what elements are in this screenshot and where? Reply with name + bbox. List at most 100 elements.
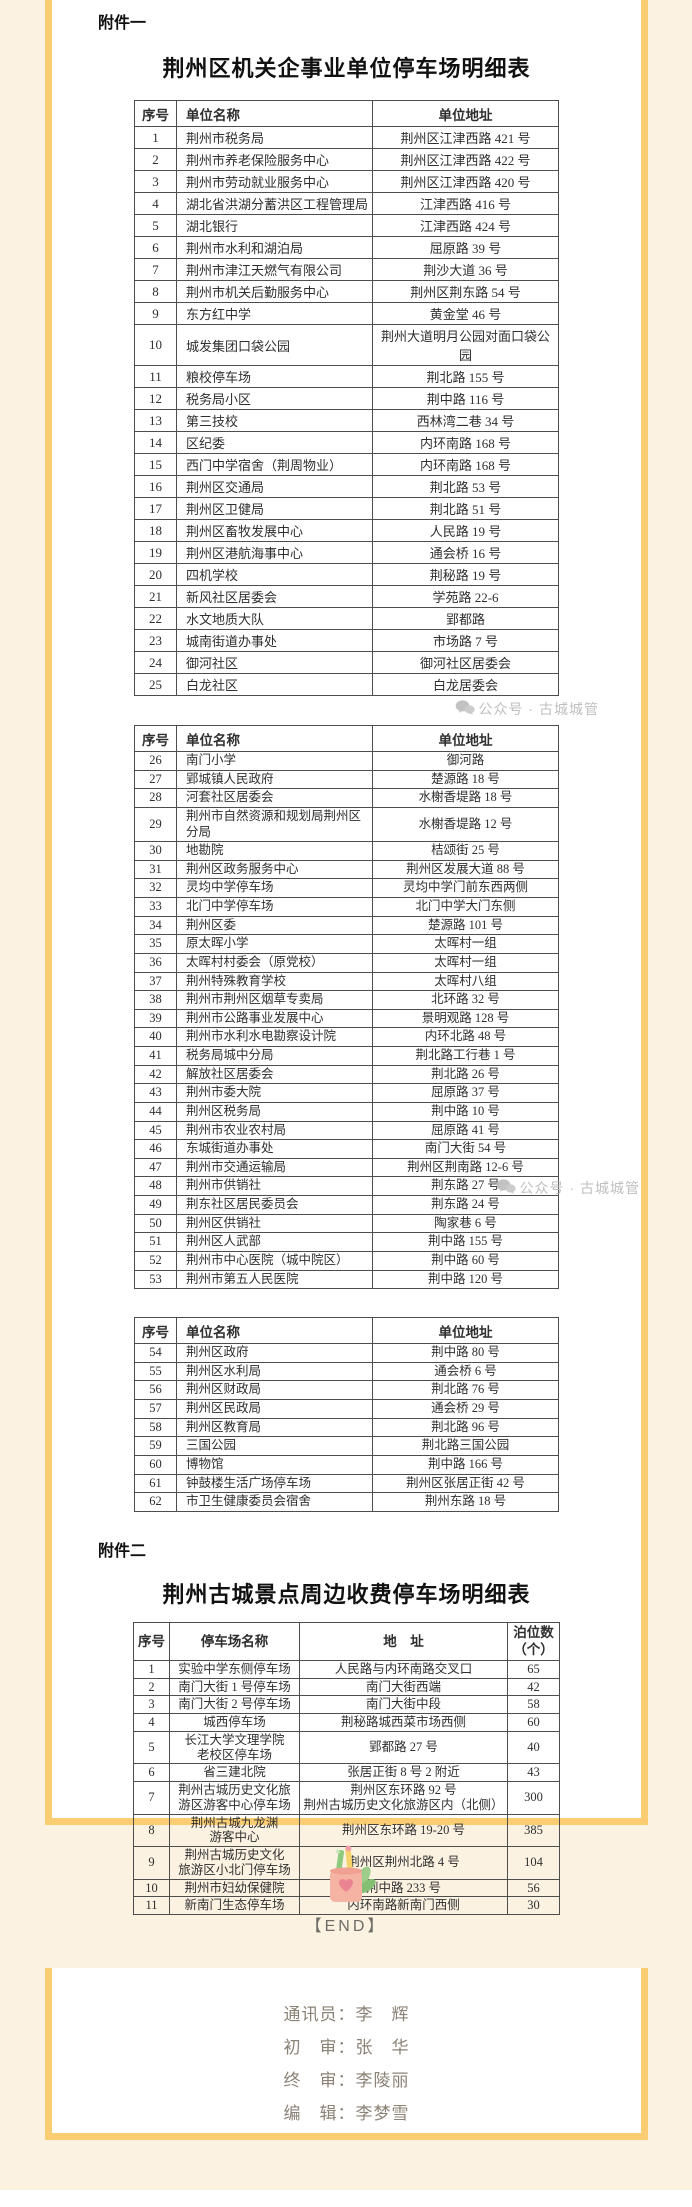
table-cell: 30 bbox=[134, 841, 177, 861]
table-row: 47 荆州市交通运输局 荆州区荆南路 12-6 号 bbox=[134, 1157, 559, 1178]
table-cell: 荆州市公路事业发展中心 bbox=[176, 1008, 373, 1029]
table-cell: 32 bbox=[134, 878, 177, 898]
table-cell: 44 bbox=[134, 1101, 177, 1122]
table-cell: 59 bbox=[134, 1436, 177, 1456]
table-cell: 5 bbox=[134, 214, 177, 237]
column-header: 序号 bbox=[134, 100, 177, 127]
header-row: 序号 停车场名称地 址泊位数 （个） bbox=[133, 1621, 560, 1661]
table-cell: 荆中路 120 号 bbox=[372, 1269, 559, 1290]
table-row: 29 荆州市自然资源和规划局荆州区分局 水榭香堤路 12 号 bbox=[134, 806, 559, 843]
table-cell: 白龙居委会 bbox=[372, 673, 559, 696]
table-row: 54 荆州区政府 荆中路 80 号 bbox=[134, 1343, 559, 1363]
table-cell: 荆州市津江天燃气有限公司 bbox=[176, 258, 373, 281]
table-cell: 荆州市机关后勤服务中心 bbox=[176, 280, 373, 303]
table-cell: 东方红中学 bbox=[176, 302, 373, 325]
table-cell: 太晖村一组 bbox=[372, 952, 559, 973]
table-cell: 人民路 19 号 bbox=[372, 519, 559, 542]
table-cell: 10 bbox=[134, 324, 177, 366]
table-cell: 江津西路 424 号 bbox=[372, 214, 559, 237]
table-cell: 荆州市自然资源和规划局荆州区分局 bbox=[176, 806, 373, 843]
table-cell: 28 bbox=[134, 788, 177, 808]
table-row: 30 地勘院 桔颂街 25 号 bbox=[134, 841, 559, 861]
table-cell: 16 bbox=[134, 475, 177, 498]
table-row: 17 荆州区卫健局 荆北路 51 号 bbox=[134, 497, 559, 520]
table-cell: 3 bbox=[133, 1695, 170, 1715]
table-cell: 荆北路工行巷 1 号 bbox=[372, 1046, 559, 1066]
table-cell: 54 bbox=[134, 1343, 177, 1363]
table-cell: 荆州市水利水电勘察设计院 bbox=[176, 1027, 373, 1047]
table-cell: 荆州区东环路 19-20 号 bbox=[299, 1813, 508, 1848]
table-cell: 荆州区交通局 bbox=[176, 475, 373, 498]
table-row: 2 南门大街 1 号停车场 南门大街西端 42 bbox=[133, 1677, 560, 1697]
table-row: 59 三国公园 荆北路三国公园 bbox=[134, 1436, 559, 1456]
table-cell: 15 bbox=[134, 453, 177, 476]
table-row: 8 荆州市机关后勤服务中心 荆州区荆东路 54 号 bbox=[134, 280, 559, 303]
table-row: 39 荆州市公路事业发展中心 景明观路 128 号 bbox=[134, 1008, 559, 1029]
table-cell: 荆北路 53 号 bbox=[372, 475, 559, 498]
table-cell: 荆州古城历史文化旅 游区游客中心停车场 bbox=[169, 1781, 300, 1815]
table-row: 5 长江大学文理学院 老校区停车场 郢都路 27 号 40 bbox=[133, 1730, 560, 1765]
table-cell: 荆东路 24 号 bbox=[372, 1195, 559, 1215]
table-cell: 9 bbox=[134, 302, 177, 325]
table-cell: 第三技校 bbox=[176, 409, 373, 432]
table-cell: 300 bbox=[507, 1781, 560, 1815]
table-cell: 43 bbox=[507, 1763, 560, 1783]
table-row: 22 水文地质大队 郢都路 bbox=[134, 607, 559, 630]
header-row: 序号 单位名称 单位地址 bbox=[134, 725, 559, 752]
table-cell: 南门大街 54 号 bbox=[372, 1139, 559, 1159]
table-row: 43 荆州市委大院 屈原路 37 号 bbox=[134, 1083, 559, 1103]
table-row: 13 第三技校 西林湾二巷 34 号 bbox=[134, 409, 559, 432]
table-cell: 荆州区供销社 bbox=[176, 1213, 373, 1234]
table-row: 9 荆州古城历史文化 旅游区小北门停车场 荆州区荆州北路 4 号 104 bbox=[133, 1846, 560, 1880]
credits-block: 通讯员：李 辉 初 审：张 华 终 审：李陵丽 编 辑：李梦雪 bbox=[52, 1998, 641, 2130]
table-cell: 58 bbox=[134, 1417, 177, 1438]
table-cell: 税务局城中分局 bbox=[176, 1046, 373, 1066]
table-cell: 33 bbox=[134, 897, 177, 917]
table-row: 41 税务局城中分局 荆北路工行巷 1 号 bbox=[134, 1046, 559, 1066]
table-cell: 荆州区江津西路 421 号 bbox=[372, 126, 559, 149]
table-cell: 荆北路 76 号 bbox=[372, 1380, 559, 1400]
table-cell: 11 bbox=[133, 1896, 170, 1916]
table-row: 10 城发集团口袋公园 荆州大道明月公园对面口袋公园 bbox=[134, 324, 559, 366]
table-cell: 18 bbox=[134, 519, 177, 542]
table-cell: 荆中路 116 号 bbox=[372, 387, 559, 410]
table-cell: 实验中学东侧停车场 bbox=[169, 1659, 300, 1679]
table-row: 58 荆州区教育局 荆北路 96 号 bbox=[134, 1417, 559, 1438]
table-cell: 湖北省洪湖分蓄洪区工程管理局 bbox=[176, 192, 373, 215]
table-cell: 1 bbox=[134, 126, 177, 149]
table-cell: 荆州区港航海事中心 bbox=[176, 541, 373, 564]
watermark-text: 公众号 · 古城城管 bbox=[519, 1180, 640, 1196]
table-cell: 48 bbox=[134, 1176, 177, 1196]
table-cell: 省三建北院 bbox=[169, 1763, 300, 1783]
table-row: 27 郢城镇人民政府 楚源路 18 号 bbox=[134, 769, 559, 790]
table-cell: 37 bbox=[134, 971, 177, 992]
table-cell: 人民路与内环南路交叉口 bbox=[299, 1659, 508, 1679]
table-row: 5 湖北银行 江津西路 424 号 bbox=[134, 214, 559, 237]
table-cell: 60 bbox=[507, 1713, 560, 1732]
column-header: 地 址 bbox=[299, 1621, 508, 1661]
table-cell: 北门中学大门东侧 bbox=[372, 897, 559, 917]
table-cell: 荆州区民政局 bbox=[176, 1399, 373, 1419]
table-cell: 19 bbox=[134, 541, 177, 564]
table-cell: 43 bbox=[134, 1083, 177, 1103]
table-row: 4 城西停车场 荆秘路城西菜市场西侧 60 bbox=[133, 1713, 560, 1732]
table-cell: 52 bbox=[134, 1250, 177, 1271]
table-row: 11 新南门生态停车场 内环南路新南门西侧 30 bbox=[133, 1896, 560, 1916]
header-row: 序号 单位名称 单位地址 bbox=[134, 100, 559, 127]
table-cell: 40 bbox=[507, 1730, 560, 1765]
table-cell: 新南门生态停车场 bbox=[169, 1896, 300, 1916]
table-cell: 21 bbox=[134, 585, 177, 608]
table-row: 20 四机学校 荆秘路 19 号 bbox=[134, 563, 559, 586]
table-row: 23 城南街道办事处 市场路 7 号 bbox=[134, 629, 559, 652]
table-cell: 区纪委 bbox=[176, 431, 373, 454]
table-row: 6 省三建北院 张居正街 8 号 2 附近 43 bbox=[133, 1763, 560, 1783]
attachment1-label: 附件一 bbox=[98, 15, 147, 32]
table-row: 25 白龙社区 白龙居委会 bbox=[134, 673, 559, 696]
table-cell: 屈原路 37 号 bbox=[372, 1083, 559, 1103]
credit-final-review: 终 审：李陵丽 bbox=[283, 2071, 410, 2090]
table-cell: 北门中学停车场 bbox=[176, 897, 373, 917]
table-row: 49 荆东社区居民委员会 荆东路 24 号 bbox=[134, 1195, 559, 1215]
credit-first-review: 初 审：张 华 bbox=[283, 2038, 410, 2057]
table-cell: 57 bbox=[134, 1399, 177, 1419]
table-cell: 太晖村八组 bbox=[372, 971, 559, 992]
